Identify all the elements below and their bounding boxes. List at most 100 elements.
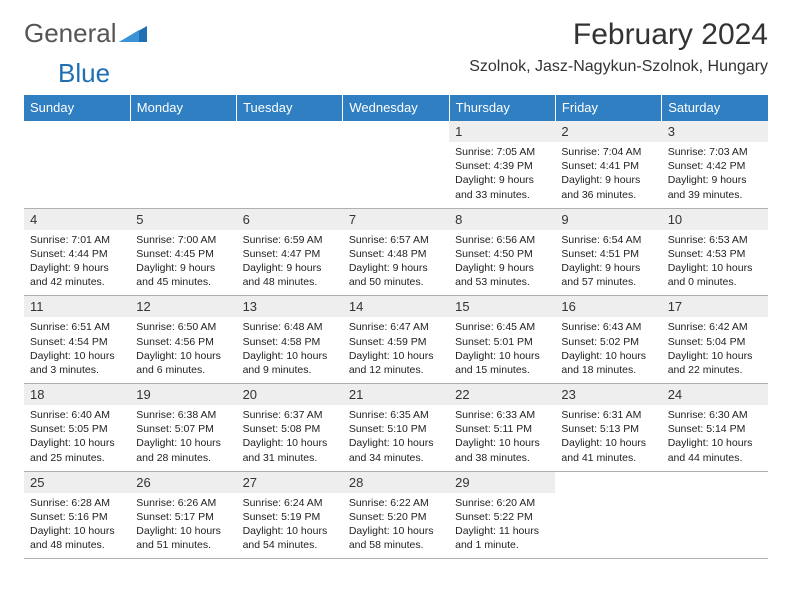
day-number: 19	[130, 384, 236, 405]
day-cell	[130, 121, 236, 209]
day-details: Sunrise: 6:38 AMSunset: 5:07 PMDaylight:…	[130, 405, 236, 471]
day-details: Sunrise: 7:00 AMSunset: 4:45 PMDaylight:…	[130, 230, 236, 296]
logo-triangle-icon	[119, 18, 147, 49]
day-cell: 26Sunrise: 6:26 AMSunset: 5:17 PMDayligh…	[130, 471, 236, 559]
day-cell: 5Sunrise: 7:00 AMSunset: 4:45 PMDaylight…	[130, 208, 236, 296]
day-details: Sunrise: 6:33 AMSunset: 5:11 PMDaylight:…	[449, 405, 555, 471]
day-details	[130, 127, 236, 181]
day-cell: 21Sunrise: 6:35 AMSunset: 5:10 PMDayligh…	[343, 384, 449, 472]
day-cell: 22Sunrise: 6:33 AMSunset: 5:11 PMDayligh…	[449, 384, 555, 472]
day-cell: 13Sunrise: 6:48 AMSunset: 4:58 PMDayligh…	[237, 296, 343, 384]
day-number: 26	[130, 472, 236, 493]
day-cell: 3Sunrise: 7:03 AMSunset: 4:42 PMDaylight…	[662, 121, 768, 209]
day-cell: 17Sunrise: 6:42 AMSunset: 5:04 PMDayligh…	[662, 296, 768, 384]
day-details: Sunrise: 6:22 AMSunset: 5:20 PMDaylight:…	[343, 493, 449, 559]
day-cell: 9Sunrise: 6:54 AMSunset: 4:51 PMDaylight…	[555, 208, 661, 296]
day-cell: 1Sunrise: 7:05 AMSunset: 4:39 PMDaylight…	[449, 121, 555, 209]
day-details: Sunrise: 6:54 AMSunset: 4:51 PMDaylight:…	[555, 230, 661, 296]
day-details	[555, 478, 661, 532]
week-row: 1Sunrise: 7:05 AMSunset: 4:39 PMDaylight…	[24, 121, 768, 209]
day-details: Sunrise: 6:43 AMSunset: 5:02 PMDaylight:…	[555, 317, 661, 383]
day-cell: 8Sunrise: 6:56 AMSunset: 4:50 PMDaylight…	[449, 208, 555, 296]
day-details: Sunrise: 6:35 AMSunset: 5:10 PMDaylight:…	[343, 405, 449, 471]
day-details: Sunrise: 7:04 AMSunset: 4:41 PMDaylight:…	[555, 142, 661, 208]
day-details	[343, 127, 449, 181]
day-number: 23	[555, 384, 661, 405]
day-details: Sunrise: 6:59 AMSunset: 4:47 PMDaylight:…	[237, 230, 343, 296]
day-cell: 12Sunrise: 6:50 AMSunset: 4:56 PMDayligh…	[130, 296, 236, 384]
day-header: Monday	[130, 95, 236, 121]
day-number: 8	[449, 209, 555, 230]
day-cell	[237, 121, 343, 209]
day-number: 4	[24, 209, 130, 230]
logo: General	[24, 18, 147, 49]
day-details: Sunrise: 6:56 AMSunset: 4:50 PMDaylight:…	[449, 230, 555, 296]
day-details: Sunrise: 6:26 AMSunset: 5:17 PMDaylight:…	[130, 493, 236, 559]
day-number: 12	[130, 296, 236, 317]
day-number: 16	[555, 296, 661, 317]
day-cell: 6Sunrise: 6:59 AMSunset: 4:47 PMDaylight…	[237, 208, 343, 296]
day-cell: 10Sunrise: 6:53 AMSunset: 4:53 PMDayligh…	[662, 208, 768, 296]
day-cell: 27Sunrise: 6:24 AMSunset: 5:19 PMDayligh…	[237, 471, 343, 559]
week-row: 18Sunrise: 6:40 AMSunset: 5:05 PMDayligh…	[24, 384, 768, 472]
day-details: Sunrise: 6:24 AMSunset: 5:19 PMDaylight:…	[237, 493, 343, 559]
day-cell	[555, 471, 661, 559]
day-details	[237, 127, 343, 181]
day-number: 25	[24, 472, 130, 493]
day-cell: 18Sunrise: 6:40 AMSunset: 5:05 PMDayligh…	[24, 384, 130, 472]
week-row: 4Sunrise: 7:01 AMSunset: 4:44 PMDaylight…	[24, 208, 768, 296]
week-row: 11Sunrise: 6:51 AMSunset: 4:54 PMDayligh…	[24, 296, 768, 384]
day-number: 13	[237, 296, 343, 317]
day-cell: 29Sunrise: 6:20 AMSunset: 5:22 PMDayligh…	[449, 471, 555, 559]
day-number: 18	[24, 384, 130, 405]
week-row: 25Sunrise: 6:28 AMSunset: 5:16 PMDayligh…	[24, 471, 768, 559]
month-title: February 2024	[469, 18, 768, 52]
day-details: Sunrise: 6:50 AMSunset: 4:56 PMDaylight:…	[130, 317, 236, 383]
day-cell: 14Sunrise: 6:47 AMSunset: 4:59 PMDayligh…	[343, 296, 449, 384]
day-number: 2	[555, 121, 661, 142]
day-number: 27	[237, 472, 343, 493]
day-number: 5	[130, 209, 236, 230]
day-details: Sunrise: 6:57 AMSunset: 4:48 PMDaylight:…	[343, 230, 449, 296]
day-number: 10	[662, 209, 768, 230]
day-cell: 15Sunrise: 6:45 AMSunset: 5:01 PMDayligh…	[449, 296, 555, 384]
day-number: 29	[449, 472, 555, 493]
day-cell: 20Sunrise: 6:37 AMSunset: 5:08 PMDayligh…	[237, 384, 343, 472]
day-cell: 11Sunrise: 6:51 AMSunset: 4:54 PMDayligh…	[24, 296, 130, 384]
day-cell: 7Sunrise: 6:57 AMSunset: 4:48 PMDaylight…	[343, 208, 449, 296]
day-number: 3	[662, 121, 768, 142]
day-cell: 2Sunrise: 7:04 AMSunset: 4:41 PMDaylight…	[555, 121, 661, 209]
day-details: Sunrise: 6:45 AMSunset: 5:01 PMDaylight:…	[449, 317, 555, 383]
location-text: Szolnok, Jasz-Nagykun-Szolnok, Hungary	[469, 58, 768, 76]
day-number: 22	[449, 384, 555, 405]
day-details: Sunrise: 7:05 AMSunset: 4:39 PMDaylight:…	[449, 142, 555, 208]
day-number: 17	[662, 296, 768, 317]
day-number: 6	[237, 209, 343, 230]
calendar-head: SundayMondayTuesdayWednesdayThursdayFrid…	[24, 95, 768, 121]
day-cell	[343, 121, 449, 209]
day-details: Sunrise: 6:37 AMSunset: 5:08 PMDaylight:…	[237, 405, 343, 471]
day-header: Friday	[555, 95, 661, 121]
day-number: 1	[449, 121, 555, 142]
day-details	[24, 127, 130, 181]
day-details	[662, 478, 768, 532]
day-header: Sunday	[24, 95, 130, 121]
day-details: Sunrise: 6:53 AMSunset: 4:53 PMDaylight:…	[662, 230, 768, 296]
day-details: Sunrise: 6:31 AMSunset: 5:13 PMDaylight:…	[555, 405, 661, 471]
calendar-table: SundayMondayTuesdayWednesdayThursdayFrid…	[24, 95, 768, 559]
day-details: Sunrise: 7:03 AMSunset: 4:42 PMDaylight:…	[662, 142, 768, 208]
logo-text-gray: General	[24, 18, 117, 49]
day-number: 15	[449, 296, 555, 317]
day-number: 7	[343, 209, 449, 230]
day-number: 14	[343, 296, 449, 317]
day-details: Sunrise: 6:28 AMSunset: 5:16 PMDaylight:…	[24, 493, 130, 559]
day-cell: 23Sunrise: 6:31 AMSunset: 5:13 PMDayligh…	[555, 384, 661, 472]
day-cell: 16Sunrise: 6:43 AMSunset: 5:02 PMDayligh…	[555, 296, 661, 384]
day-cell: 24Sunrise: 6:30 AMSunset: 5:14 PMDayligh…	[662, 384, 768, 472]
day-header: Thursday	[449, 95, 555, 121]
day-cell: 19Sunrise: 6:38 AMSunset: 5:07 PMDayligh…	[130, 384, 236, 472]
day-number: 28	[343, 472, 449, 493]
day-details: Sunrise: 6:47 AMSunset: 4:59 PMDaylight:…	[343, 317, 449, 383]
day-header: Wednesday	[343, 95, 449, 121]
day-number: 9	[555, 209, 661, 230]
